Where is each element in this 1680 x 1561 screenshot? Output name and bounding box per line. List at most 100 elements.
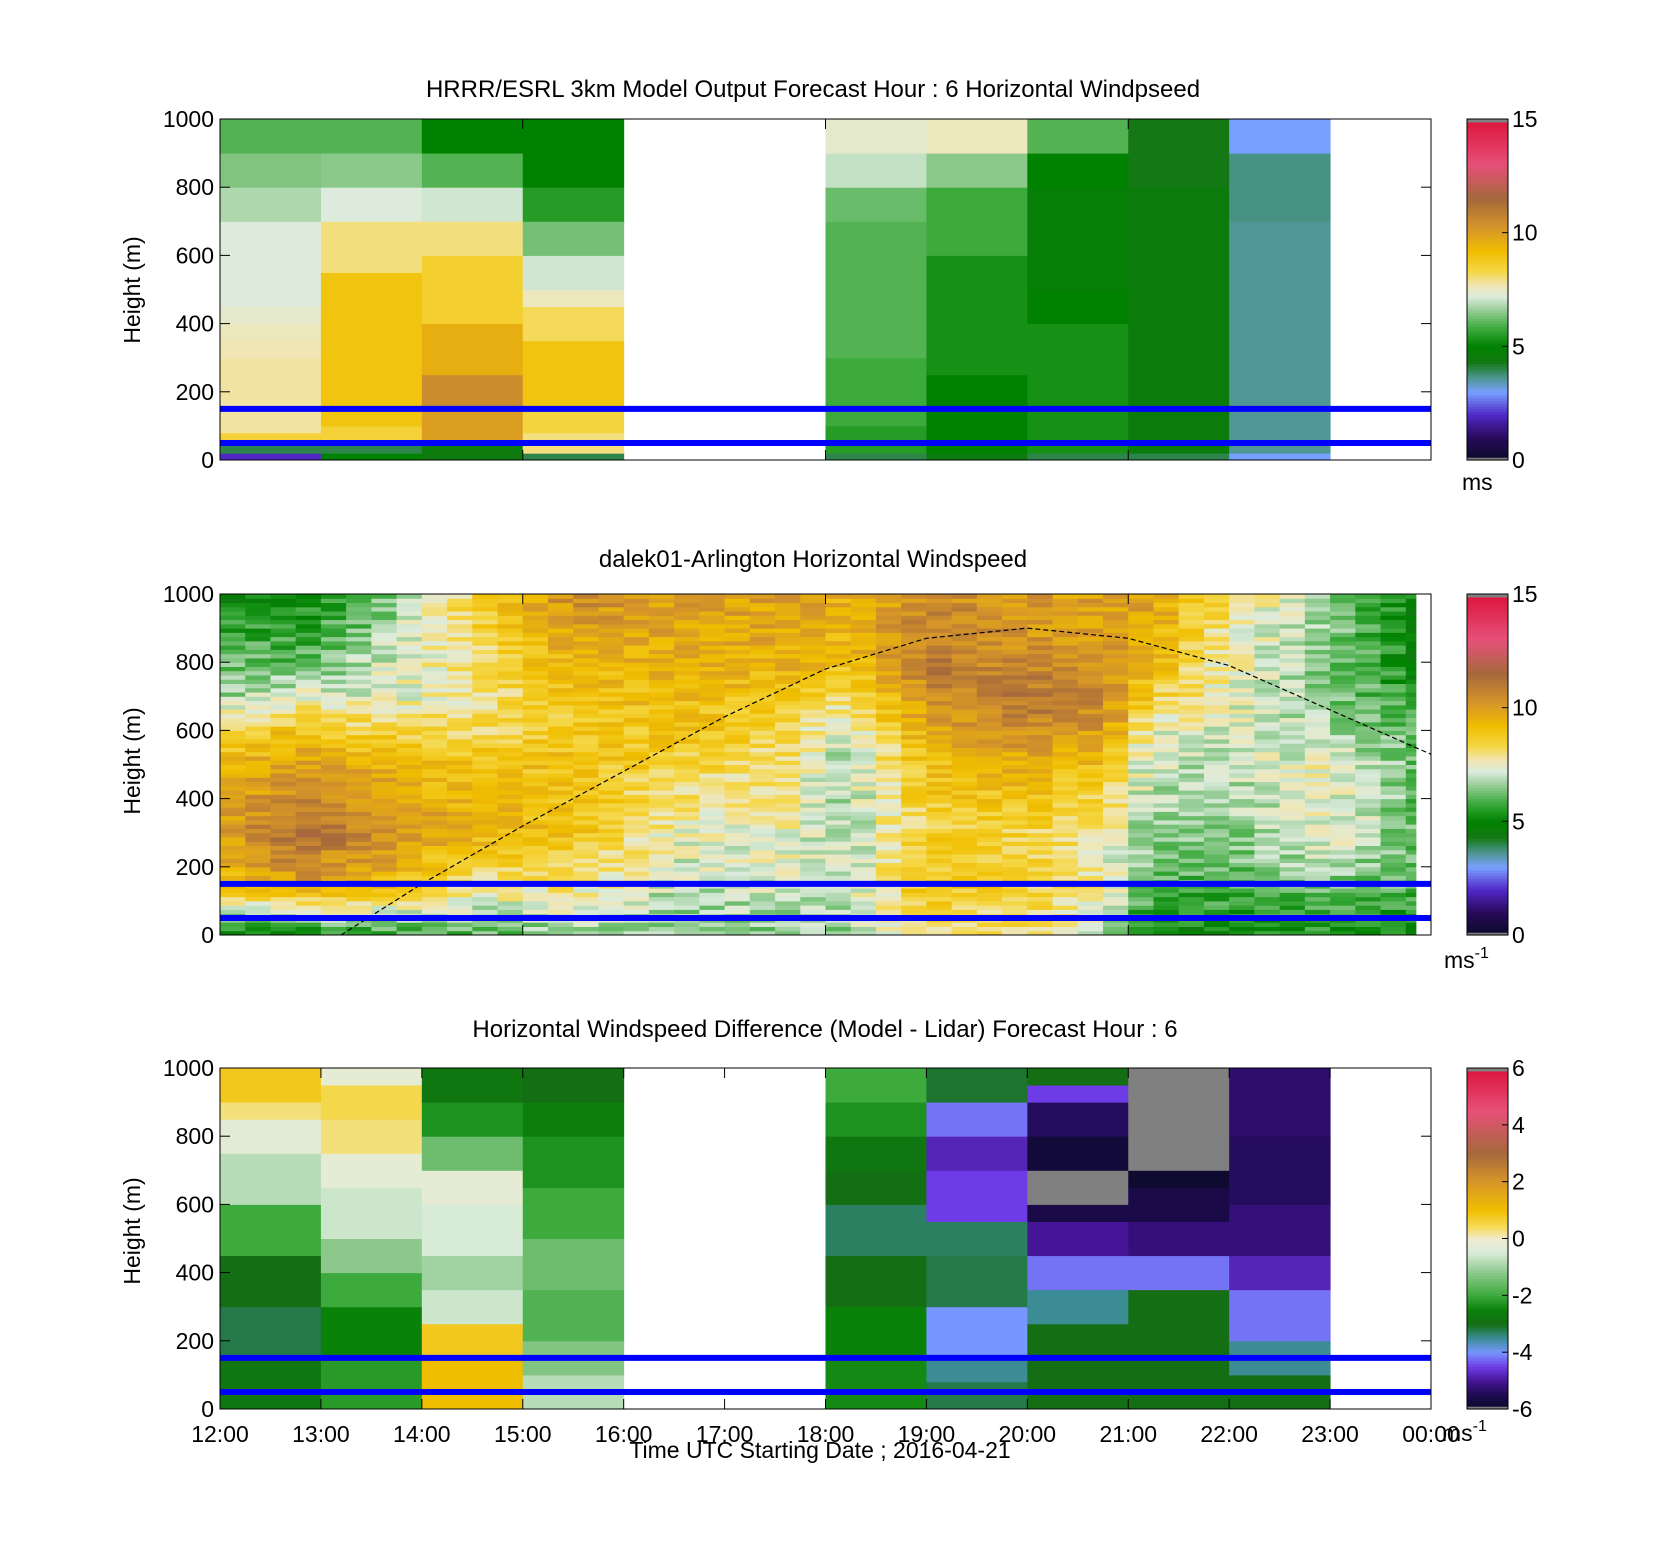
heatmap-cell [522,777,549,783]
heatmap-cell [1229,764,1255,770]
heatmap-cell [573,760,599,765]
heatmap-cell [775,930,801,936]
heatmap-cell [1279,636,1306,642]
heatmap-cell [1405,824,1417,829]
heatmap-cell [623,602,650,608]
heatmap-cell [901,700,927,706]
heatmap-cell [220,679,246,685]
heatmap-cell [573,615,599,621]
heatmap-cell [1103,679,1129,685]
heatmap-cell [421,1289,524,1325]
heatmap-cell [775,892,801,898]
heatmap-cell [724,738,751,744]
heatmap-cell [1254,700,1281,706]
heatmap-cell [447,713,473,719]
heatmap-cell [875,862,902,868]
heatmap-cell [1355,815,1382,821]
heatmap-cell [1355,679,1382,685]
heatmap-cell [1330,730,1356,736]
heatmap-cell [875,819,902,825]
heatmap-cell [1153,636,1180,642]
x-tick-label: 15:00 [494,1421,552,1447]
heatmap-cell [295,628,322,633]
heatmap-cell [648,628,675,633]
heatmap-cell [1330,700,1356,706]
heatmap-cell [371,828,398,834]
heatmap-cell [926,832,953,838]
heatmap-cell [1355,866,1382,872]
heatmap-cell [976,666,1003,672]
heatmap-cell [1103,900,1129,906]
colorbar-swatch [1467,209,1508,214]
colorbar-swatch [1467,1301,1508,1305]
heatmap-cell [926,773,953,778]
heatmap-cell [1128,896,1154,902]
heatmap-cell [749,832,776,838]
heatmap-cell [522,713,549,719]
heatmap-cell [245,862,271,868]
heatmap-cell [447,888,473,893]
colorbar-swatch [1467,1068,1508,1072]
colorbar-swatch [1467,167,1508,171]
heatmap-cell [901,623,927,629]
heatmap-cell [623,709,650,714]
heatmap-cell [976,653,1003,659]
heatmap-cell [1077,730,1104,736]
heatmap-cell [1405,841,1417,846]
heatmap-cell [1178,926,1205,932]
heatmap-cell [497,611,524,616]
heatmap-cell [926,653,953,659]
heatmap-cell [396,594,423,599]
heatmap-cell [320,768,347,774]
heatmap-cell [447,602,473,608]
heatmap-cell [598,692,625,697]
heatmap-cell [699,849,726,855]
heatmap-cell [1153,717,1180,723]
heatmap-cell [295,922,322,927]
heatmap-cell [775,845,801,851]
heatmap-cell [396,854,423,859]
heatmap-cell [421,747,448,753]
heatmap-cell [295,645,322,650]
heatmap-cell [295,649,322,655]
heatmap-cell [1077,811,1104,817]
colorbar-swatch [1467,1107,1508,1112]
colorbar-swatch [1467,1252,1508,1257]
colorbar-swatch [1467,881,1508,885]
heatmap-cell [901,866,927,872]
heatmap-cell [1355,657,1382,663]
heatmap-cell [320,662,347,667]
heatmap-cell [749,922,776,927]
heatmap-cell [1178,628,1205,633]
heatmap-cell [623,640,650,646]
heatmap-cell [1027,845,1054,851]
heatmap-cell [724,896,751,902]
heatmap-cell [825,653,852,659]
heatmap-cell [220,666,246,672]
heatmap-cell [1027,900,1054,906]
colorbar-swatch [1467,1357,1508,1362]
heatmap-cell [447,632,473,638]
heatmap-cell [598,896,625,902]
heatmap-cell [1052,738,1079,744]
heatmap-cell [1304,751,1331,757]
heatmap-cell [1254,670,1281,676]
heatmap-cell [1229,598,1255,604]
heatmap-cell [1229,849,1255,855]
heatmap-cell [421,1204,524,1257]
heatmap-cell [901,713,927,719]
heatmap-cell [976,632,1003,638]
heatmap-cell [825,666,852,672]
heatmap-cell [648,790,675,795]
heatmap-cell [1103,598,1129,604]
heatmap-cell [800,866,826,872]
heatmap-cell [648,645,675,650]
heatmap-cell [951,606,978,612]
heatmap-cell [699,606,726,612]
heatmap-cell [472,854,499,859]
heatmap-cell [901,794,927,800]
heatmap-cell [875,623,902,629]
colorbar-swatch [1467,386,1508,390]
heatmap-cell [497,687,524,693]
heatmap-cell [1077,602,1104,608]
